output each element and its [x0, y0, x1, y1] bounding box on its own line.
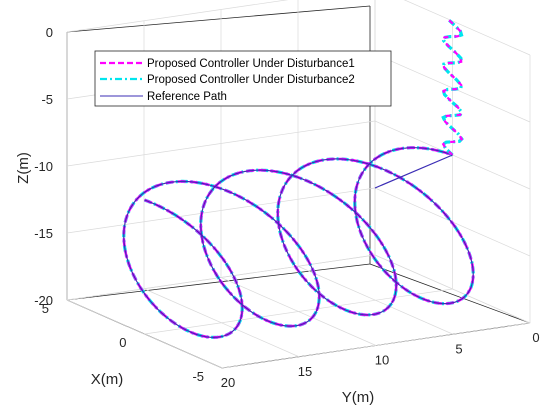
series-line-reference [123, 147, 474, 338]
legend-label-reference: Reference Path [147, 91, 227, 103]
y-tick-label: 20 [221, 375, 235, 390]
series-tail-disturbance1 [441, 17, 464, 156]
grid-line-x [144, 288, 453, 335]
legend-label-disturbance2: Proposed Controller Under Disturbance2 [147, 74, 355, 86]
y-tick-label: 5 [455, 341, 462, 356]
series-tail-reference [374, 154, 453, 189]
z-tick-label: -5 [41, 92, 53, 107]
series-line-disturbance1 [122, 146, 475, 339]
x-tick-label: 0 [119, 335, 126, 350]
z-tick-label: -15 [34, 226, 53, 241]
legend: Proposed Controller Under Disturbance1 P… [94, 50, 392, 107]
y-tick-label: 0 [532, 330, 539, 345]
z-axis-label: Z(m) [15, 152, 32, 184]
y-tick-label: 15 [298, 364, 312, 379]
curves [122, 17, 475, 339]
floor-back-edge [66, 263, 371, 301]
y-tick-label: 10 [375, 353, 389, 368]
legend-label-disturbance1: Proposed Controller Under Disturbance1 [147, 58, 355, 70]
y-axis-label: Y(m) [342, 389, 375, 406]
z-tick-label: 0 [46, 25, 53, 40]
floor-right-edge [369, 263, 531, 324]
legend-box [94, 50, 392, 107]
x-tick-label: -5 [192, 369, 204, 384]
z-tick-label: -10 [34, 159, 53, 174]
grid-line-x [66, 254, 376, 301]
grid-line-x [221, 322, 531, 369]
x-axis-label: X(m) [91, 371, 124, 388]
z-tick-label: -20 [34, 293, 53, 308]
back-top-edge [66, 5, 371, 33]
x-tick-label: 5 [42, 301, 49, 316]
